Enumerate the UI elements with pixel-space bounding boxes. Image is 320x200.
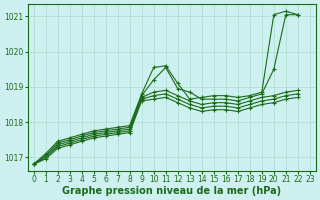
X-axis label: Graphe pression niveau de la mer (hPa): Graphe pression niveau de la mer (hPa) bbox=[62, 186, 281, 196]
